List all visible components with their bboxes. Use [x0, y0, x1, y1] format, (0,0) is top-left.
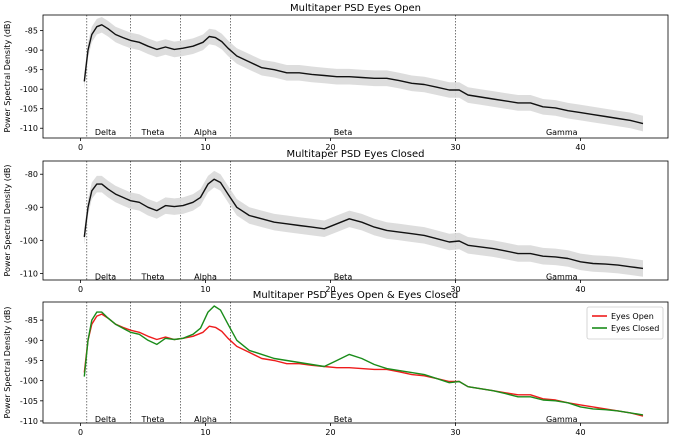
- chart-panel-2: Multitaper PSD Eyes Closed Power Spectral…: [3, 149, 669, 294]
- legend-entry: Eyes Open: [611, 312, 654, 321]
- legend: Eyes Open Eyes Closed: [586, 306, 664, 340]
- band-label: Delta: [95, 128, 116, 137]
- band-label: Beta: [334, 128, 353, 137]
- y-tick-label: -95: [25, 66, 38, 75]
- confidence-band: [84, 17, 644, 132]
- chart-title: Multitaper PSD Eyes Open & Eyes Closed: [253, 290, 459, 301]
- series-line: [83, 178, 644, 270]
- axes-frame: [42, 14, 669, 139]
- chart-title: Multitaper PSD Eyes Closed: [287, 149, 425, 160]
- x-tick-label: 0: [78, 143, 83, 152]
- chart-panel-3: Multitaper PSD Eyes Open & Eyes Closed Po…: [3, 290, 669, 437]
- x-tick-label: 10: [200, 143, 210, 152]
- y-tick-label: -110: [20, 269, 38, 278]
- band-label: Delta: [95, 415, 116, 424]
- y-tick-label: -90: [25, 46, 38, 55]
- y-tick-label: -110: [20, 417, 38, 426]
- x-tick-label: 10: [200, 428, 210, 437]
- x-tick-label: 0: [78, 428, 83, 437]
- series-line-eyes-closed: [83, 305, 644, 416]
- y-tick-label: -95: [25, 356, 38, 365]
- x-tick-label: 10: [200, 285, 210, 294]
- confidence-band: [84, 170, 644, 277]
- x-tick-label: 0: [78, 285, 83, 294]
- band-label: Delta: [95, 273, 116, 282]
- y-tick-label: -85: [25, 27, 38, 36]
- axes-frame: [42, 301, 669, 424]
- band-label: Gamma: [546, 273, 578, 282]
- band-label: Alpha: [194, 273, 217, 282]
- band-label: Theta: [141, 415, 165, 424]
- axes-frame: [42, 160, 669, 281]
- x-tick-label: 20: [325, 285, 335, 294]
- y-tick-label: -90: [25, 336, 38, 345]
- x-tick-label: 30: [450, 428, 460, 437]
- x-tick-label: 30: [450, 285, 460, 294]
- y-axis-label: Power Spectral Density (dB): [3, 20, 12, 132]
- band-label: Alpha: [194, 128, 217, 137]
- x-tick-label: 40: [575, 428, 585, 437]
- x-tick-label: 40: [575, 143, 585, 152]
- x-tick-label: 20: [325, 428, 335, 437]
- band-label: Theta: [141, 128, 165, 137]
- y-tick-label: -105: [20, 105, 38, 114]
- chart-title: Multitaper PSD Eyes Open: [290, 3, 421, 14]
- y-tick-label: -90: [25, 203, 38, 212]
- band-label: Beta: [334, 415, 353, 424]
- y-tick-label: -105: [20, 397, 38, 406]
- band-label: Gamma: [546, 128, 578, 137]
- y-axis-label: Power Spectral Density (dB): [3, 164, 12, 276]
- x-tick-label: 20: [325, 143, 335, 152]
- y-tick-label: -100: [20, 377, 38, 386]
- x-tick-label: 40: [575, 285, 585, 294]
- series-line: [83, 24, 644, 125]
- y-tick-label: -100: [20, 236, 38, 245]
- legend-entry: Eyes Closed: [611, 324, 659, 333]
- band-label: Gamma: [546, 415, 578, 424]
- y-tick-label: -80: [25, 170, 38, 179]
- legend-box: [586, 306, 664, 340]
- band-label: Alpha: [194, 415, 217, 424]
- series-line-eyes-open: [83, 313, 644, 417]
- band-label: Beta: [334, 273, 353, 282]
- y-tick-label: -110: [20, 124, 38, 133]
- y-tick-label: -85: [25, 316, 38, 325]
- band-label: Theta: [141, 273, 165, 282]
- y-axis-label: Power Spectral Density (dB): [3, 306, 12, 418]
- y-tick-label: -100: [20, 85, 38, 94]
- x-tick-label: 30: [450, 143, 460, 152]
- chart-panel-1: Multitaper PSD Eyes Open Power Spectral D…: [3, 3, 669, 152]
